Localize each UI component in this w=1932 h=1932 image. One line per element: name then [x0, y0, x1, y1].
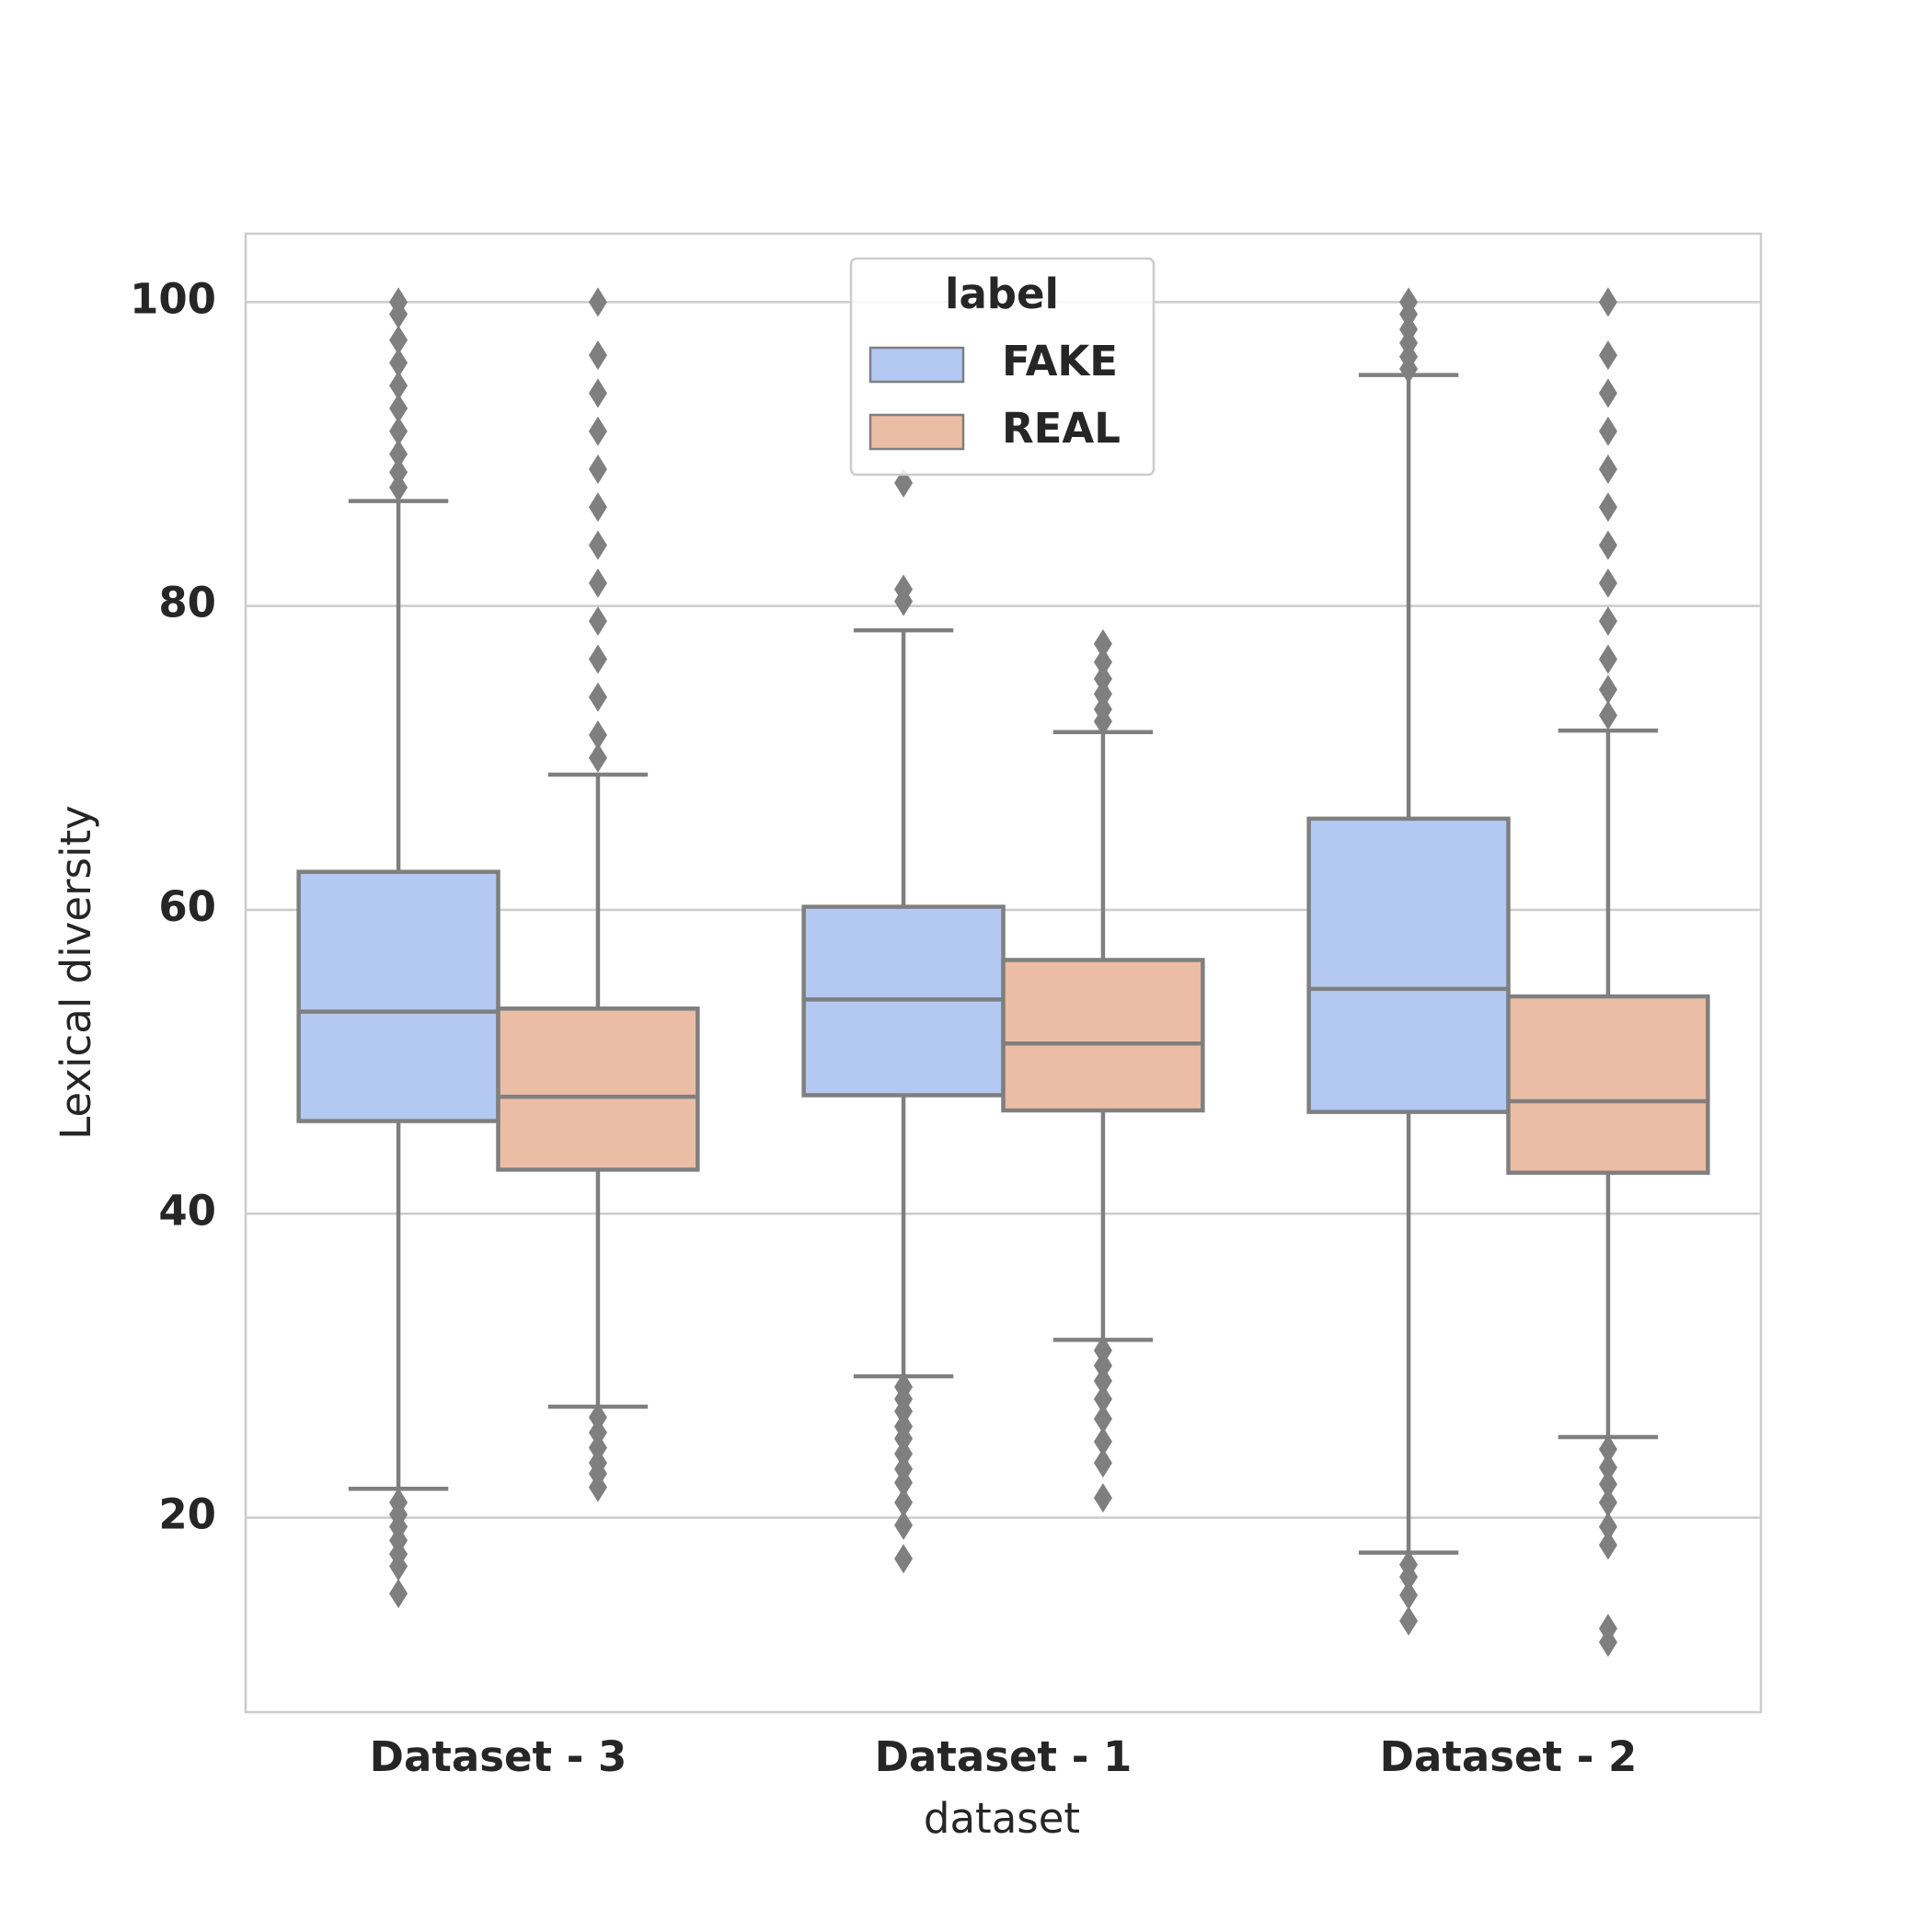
outlier	[1598, 492, 1617, 523]
outlier	[389, 1579, 408, 1609]
outlier	[389, 416, 408, 446]
outlier	[1598, 1469, 1617, 1500]
outlier	[1598, 1434, 1617, 1465]
outlier	[1598, 340, 1617, 371]
outlier	[1598, 1512, 1617, 1542]
y-tick-label: 40	[158, 1186, 216, 1235]
outlier	[1093, 647, 1112, 677]
outlier	[389, 348, 408, 378]
outlier	[588, 742, 607, 773]
outlier	[1093, 1335, 1112, 1365]
outlier	[389, 472, 408, 502]
outlier	[588, 568, 607, 598]
outlier	[1598, 530, 1617, 560]
outlier	[588, 644, 607, 674]
outlier	[588, 1432, 607, 1463]
outlier	[389, 393, 408, 423]
outlier	[1093, 1404, 1112, 1434]
outlier	[389, 371, 408, 401]
outlier	[1093, 1384, 1112, 1414]
outlier	[894, 1467, 914, 1498]
legend-label: REAL	[1002, 404, 1121, 453]
outlier	[1093, 707, 1112, 737]
outlier	[1598, 606, 1617, 637]
outlier	[588, 1402, 607, 1432]
outlier	[588, 530, 607, 560]
y-tick-label: 80	[158, 579, 216, 627]
outlier	[389, 439, 408, 469]
outlier	[588, 287, 607, 317]
legend-swatch	[868, 413, 965, 451]
plot-frame	[244, 232, 1763, 1714]
outlier	[1093, 663, 1112, 694]
outlier	[894, 1544, 914, 1574]
box	[1001, 958, 1205, 1113]
y-axis-label: Lexical diversity	[52, 805, 100, 1140]
legend: label FAKE REAL	[849, 257, 1156, 477]
outlier	[1598, 1488, 1617, 1518]
outlier	[1399, 1562, 1419, 1593]
outlier	[588, 720, 607, 751]
outlier	[1399, 353, 1419, 384]
outlier	[894, 1510, 914, 1540]
outlier	[588, 1418, 607, 1448]
y-tick-label: 20	[158, 1490, 216, 1539]
outlier	[588, 1472, 607, 1502]
box	[1506, 994, 1710, 1175]
outlier	[1598, 416, 1617, 446]
outlier	[1093, 679, 1112, 709]
outlier	[1399, 1605, 1419, 1636]
outlier	[894, 586, 914, 616]
outlier	[389, 299, 408, 329]
legend-swatch	[868, 346, 965, 384]
outlier	[588, 416, 607, 446]
x-tick-label: Dataset - 2	[1380, 1732, 1638, 1781]
outlier	[389, 457, 408, 488]
outlier	[1093, 1351, 1112, 1381]
outlier	[1093, 1448, 1112, 1478]
outlier	[389, 325, 408, 355]
outlier	[894, 1396, 914, 1426]
outlier	[894, 1488, 914, 1518]
y-tick-label: 60	[158, 882, 216, 931]
outlier	[1598, 568, 1617, 598]
outlier	[1598, 287, 1617, 317]
x-axis-label: dataset	[924, 1794, 1080, 1843]
box	[296, 869, 500, 1123]
legend-label: FAKE	[1002, 337, 1118, 385]
outlier	[1093, 1483, 1112, 1513]
outlier	[588, 378, 607, 408]
outlier	[1093, 628, 1112, 659]
outlier	[588, 454, 607, 484]
x-tick-label: Dataset - 1	[875, 1732, 1133, 1781]
outlier	[1598, 1530, 1617, 1560]
outlier	[1093, 1427, 1112, 1457]
outlier	[1598, 1453, 1617, 1483]
outlier	[1598, 674, 1617, 705]
x-tick-label: Dataset - 3	[370, 1732, 627, 1781]
legend-title: label	[945, 270, 1059, 318]
outlier	[1598, 378, 1617, 408]
outlier	[1598, 454, 1617, 484]
outlier	[1093, 1365, 1112, 1396]
outlier	[588, 682, 607, 712]
outlier	[894, 1439, 914, 1469]
outlier	[1598, 1627, 1617, 1658]
outlier	[1399, 299, 1419, 329]
outlier	[1598, 700, 1617, 730]
outlier	[389, 1551, 408, 1581]
outlier	[1598, 644, 1617, 674]
outlier	[588, 492, 607, 523]
outlier	[894, 1423, 914, 1454]
y-tick-label: 100	[130, 274, 216, 323]
box	[496, 1006, 700, 1172]
outlier	[588, 606, 607, 637]
outlier	[588, 340, 607, 371]
box	[1306, 816, 1511, 1114]
outlier	[1399, 1580, 1419, 1610]
